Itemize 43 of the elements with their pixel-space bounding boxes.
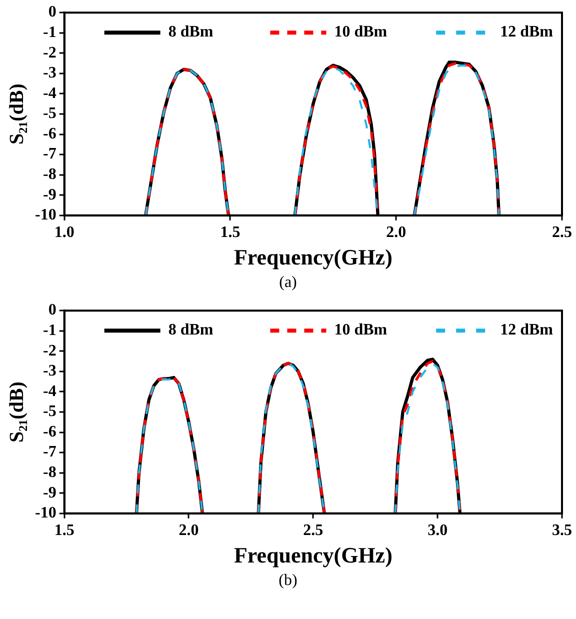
y-tick-label: -6: [43, 125, 56, 142]
y-tick-label: -2: [43, 342, 56, 360]
legend-label: 10 dBm: [334, 24, 388, 41]
legend-label: 8 dBm: [168, 322, 214, 339]
x-tick-label: 1.5: [54, 522, 74, 540]
x-tick-label: 1.0: [54, 224, 74, 242]
y-axis-title: S₂₁(dB): [6, 84, 28, 144]
y-tick-label: -5: [43, 105, 56, 122]
y-tick-label: -8: [43, 166, 56, 183]
x-tick-label: 2.0: [178, 522, 199, 540]
x-tick-label: 2.5: [552, 224, 572, 242]
y-tick-label: -3: [43, 64, 56, 82]
y-axis-title: S₂₁(dB): [6, 382, 28, 442]
y-tick-label: -1: [43, 322, 56, 340]
y-tick-label: -9: [43, 484, 56, 502]
y-tick-label: -10: [35, 206, 56, 224]
legend-label: 12 dBm: [500, 322, 554, 339]
y-tick-label: -1: [43, 24, 56, 42]
legend-label: 10 dBm: [334, 322, 388, 339]
x-tick-label: 2.0: [386, 224, 406, 242]
y-tick-label: -3: [43, 362, 56, 380]
legend-label: 12 dBm: [500, 24, 554, 41]
y-tick-label: -5: [43, 403, 56, 420]
x-tick-label: 3.5: [552, 522, 572, 540]
x-tick-label: 3.0: [428, 522, 448, 540]
y-tick-label: -7: [43, 146, 56, 163]
y-tick-label: -2: [43, 44, 56, 62]
y-tick-label: -4: [43, 84, 56, 102]
y-tick-label: -10: [35, 504, 56, 522]
legend-label: 8 dBm: [168, 24, 214, 41]
x-axis-title: Frequency(GHz): [234, 542, 392, 568]
x-tick-label: 2.5: [303, 522, 324, 540]
text: (a): [278, 273, 298, 293]
y-tick-label: 0: [48, 4, 56, 21]
y-tick-label: -6: [43, 423, 56, 440]
y-tick-label: -4: [43, 382, 56, 400]
y-tick-label: -7: [43, 444, 56, 461]
y-tick-label: -9: [43, 186, 56, 204]
text: (b): [278, 571, 298, 591]
x-tick-label: 1.5: [220, 224, 240, 242]
x-axis-title: Frequency(GHz): [234, 244, 392, 270]
y-tick-label: 0: [48, 302, 56, 319]
y-tick-label: -8: [43, 464, 56, 481]
